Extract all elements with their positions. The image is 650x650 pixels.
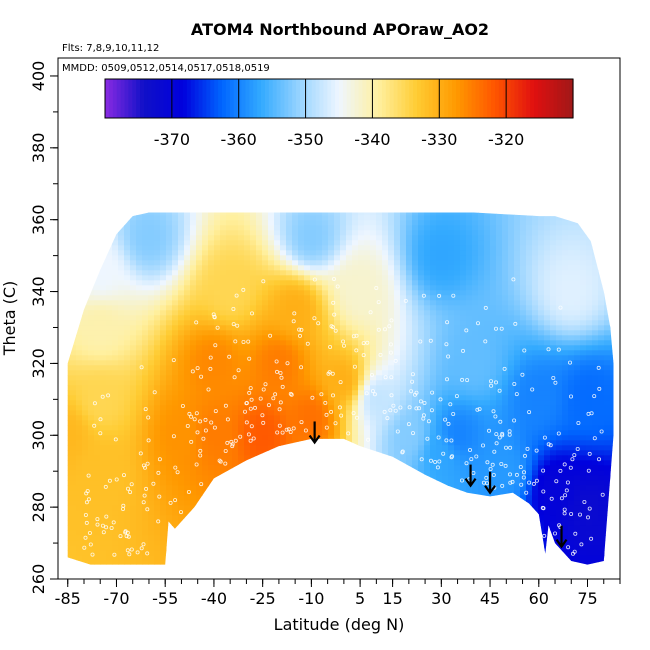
x-tick-label: 60 — [529, 589, 549, 608]
x-tick-label: -85 — [55, 589, 81, 608]
colorbar-tick-label: -330 — [421, 130, 457, 149]
dates-annotation: MMDD: 0509,0512,0514,0517,0518,0519 — [62, 63, 270, 74]
x-tick-label: -55 — [152, 589, 178, 608]
profile-arrow — [484, 471, 496, 495]
x-axis-label: Latitude (deg N) — [274, 615, 405, 634]
y-tick-label: 380 — [29, 133, 48, 164]
plot-frame — [57, 57, 621, 580]
x-tick-label: 45 — [480, 589, 500, 608]
flights-annotation: Flts: 7,8,9,10,11,12 — [62, 43, 159, 54]
profile-arrow — [464, 464, 477, 488]
y-tick-label: 340 — [29, 276, 48, 307]
chart-title: ATOM4 Northbound APOraw_AO2 — [191, 20, 489, 39]
profile-arrow — [555, 525, 568, 549]
y-tick-label: 260 — [29, 564, 48, 595]
x-tick-label: 75 — [577, 589, 597, 608]
colorbar-tick-label: -360 — [221, 130, 257, 149]
colorbar-tick-label: -350 — [287, 130, 323, 149]
y-tick-label: 320 — [29, 348, 48, 379]
x-tick-label: 15 — [382, 589, 402, 608]
colorbar-tick-label: -370 — [154, 130, 190, 149]
x-tick-label: 30 — [431, 589, 451, 608]
sample-points — [82, 276, 605, 557]
colorbar-tick-label: -340 — [354, 130, 390, 149]
x-tick-label: -10 — [298, 589, 324, 608]
colorbar-tick-label: -320 — [488, 130, 524, 149]
y-axis-label: Theta (C) — [0, 281, 19, 357]
profile-arrows — [308, 421, 568, 549]
x-tick-label: 5 — [355, 589, 365, 608]
y-tick-label: 400 — [29, 61, 48, 92]
y-axis: 260 280 300 320 340 360 380 400 — [29, 61, 58, 595]
apo-field — [67, 212, 614, 565]
y-tick-label: 300 — [29, 420, 48, 451]
x-tick-label: -70 — [103, 589, 129, 608]
x-tick-label: -25 — [250, 589, 276, 608]
colorbar: -370 -360 -350 -340 -330 -320 — [104, 78, 574, 149]
profile-arrow — [308, 421, 321, 445]
x-tick-label: -40 — [201, 589, 227, 608]
x-axis: -85 -70 -55 -40 -25 -10 5 15 30 45 60 75 — [55, 579, 621, 608]
y-tick-label: 360 — [29, 204, 48, 235]
y-tick-label: 280 — [29, 492, 48, 523]
